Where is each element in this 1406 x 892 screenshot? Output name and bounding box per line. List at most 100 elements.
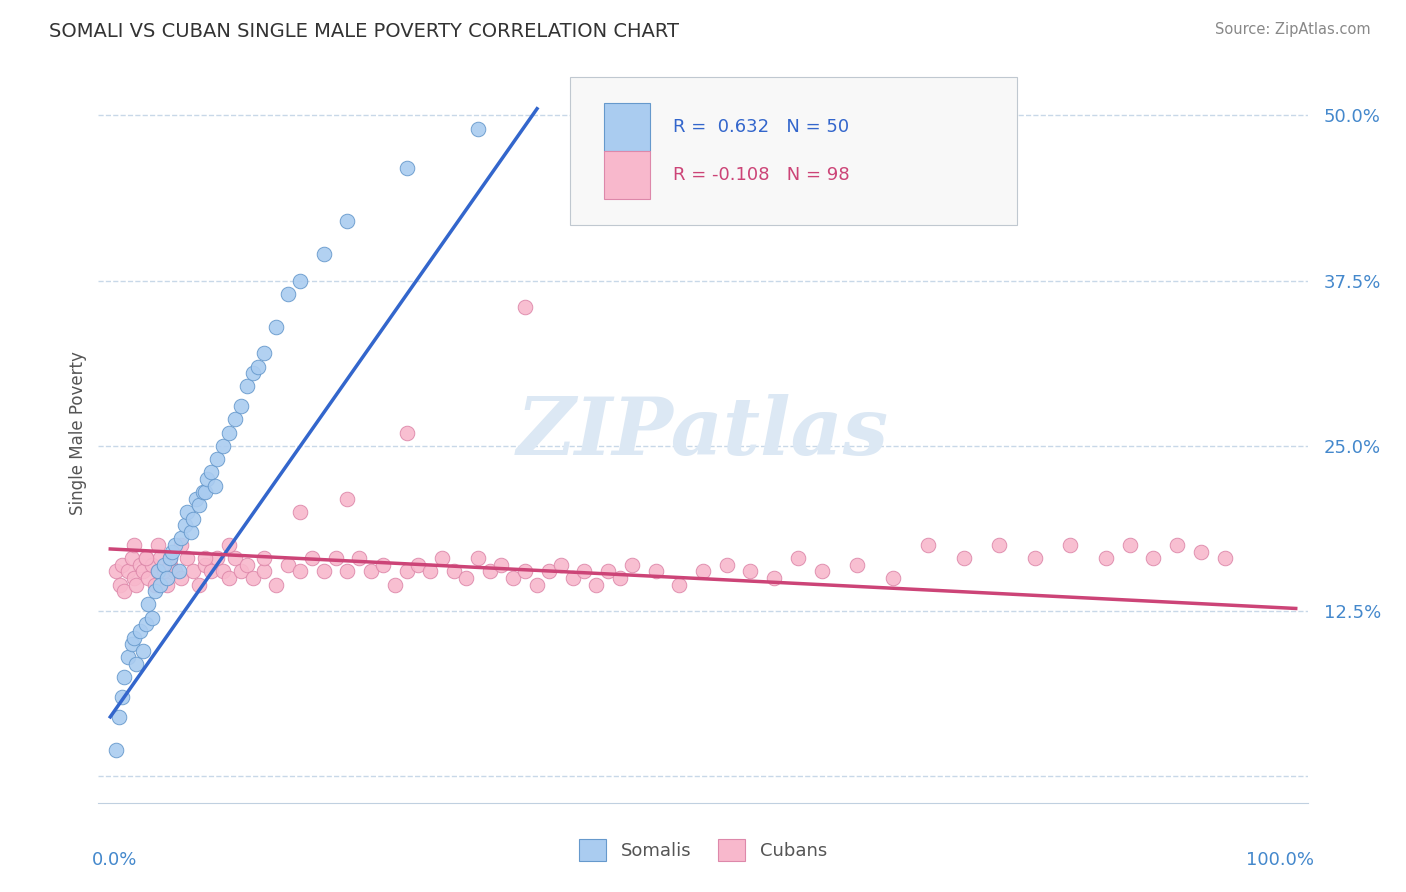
Text: R =  0.632   N = 50: R = 0.632 N = 50 — [673, 119, 849, 136]
Point — [159, 551, 181, 566]
Point — [312, 565, 335, 579]
Text: 100.0%: 100.0% — [1246, 851, 1313, 869]
Point — [371, 558, 394, 572]
Point — [111, 558, 134, 572]
Point — [550, 558, 572, 572]
Point — [277, 558, 299, 572]
Point — [478, 565, 501, 579]
Point — [143, 577, 166, 591]
Point — [146, 565, 169, 579]
Text: R = -0.108   N = 98: R = -0.108 N = 98 — [673, 166, 849, 185]
Point — [105, 565, 128, 579]
Point — [160, 544, 183, 558]
Point — [224, 412, 246, 426]
Point — [467, 551, 489, 566]
Point — [218, 425, 240, 440]
Point — [347, 551, 370, 566]
Point — [200, 565, 222, 579]
Point — [288, 274, 311, 288]
Point — [786, 551, 808, 566]
FancyBboxPatch shape — [569, 78, 1018, 226]
Point — [165, 538, 187, 552]
Point — [224, 551, 246, 566]
Point — [205, 452, 228, 467]
Point — [395, 425, 418, 440]
Point — [167, 565, 190, 579]
Point — [156, 577, 179, 591]
Point — [301, 551, 323, 566]
Point — [277, 286, 299, 301]
Point — [135, 551, 157, 566]
Point — [467, 121, 489, 136]
Point — [191, 485, 214, 500]
Point — [242, 571, 264, 585]
Point — [170, 571, 193, 585]
Point — [395, 161, 418, 176]
Point — [108, 577, 131, 591]
Point — [170, 532, 193, 546]
Point — [432, 551, 454, 566]
Point — [288, 565, 311, 579]
FancyBboxPatch shape — [603, 103, 650, 152]
Point — [200, 465, 222, 479]
Point — [136, 598, 159, 612]
Point — [1189, 544, 1212, 558]
Point — [419, 565, 441, 579]
Point — [184, 491, 207, 506]
Point — [763, 571, 786, 585]
Text: 0.0%: 0.0% — [93, 851, 138, 869]
Point — [121, 637, 143, 651]
Point — [176, 505, 198, 519]
Point — [526, 577, 548, 591]
Point — [197, 472, 219, 486]
Point — [146, 565, 169, 579]
Point — [561, 571, 583, 585]
Text: ZIPatlas: ZIPatlas — [517, 394, 889, 471]
Point — [312, 247, 335, 261]
Point — [235, 379, 257, 393]
Point — [146, 538, 169, 552]
Point — [181, 565, 204, 579]
Point — [125, 577, 148, 591]
Point — [204, 478, 226, 492]
Point — [170, 538, 193, 552]
Point — [1024, 551, 1046, 566]
Point — [121, 551, 143, 566]
Point — [264, 319, 287, 334]
Point — [165, 565, 187, 579]
Point — [443, 565, 465, 579]
Text: Source: ZipAtlas.com: Source: ZipAtlas.com — [1215, 22, 1371, 37]
Point — [122, 631, 145, 645]
Point — [141, 611, 163, 625]
Point — [149, 551, 172, 566]
Point — [620, 558, 643, 572]
Point — [122, 538, 145, 552]
Point — [336, 565, 359, 579]
Point — [384, 577, 406, 591]
Point — [988, 538, 1011, 552]
Legend: Somalis, Cubans: Somalis, Cubans — [572, 831, 834, 868]
Point — [117, 650, 139, 665]
Point — [152, 565, 174, 579]
Point — [515, 300, 537, 314]
Point — [143, 584, 166, 599]
Point — [188, 577, 211, 591]
Point — [129, 624, 152, 638]
Point — [235, 558, 257, 572]
Point — [111, 690, 134, 704]
Point — [264, 577, 287, 591]
Y-axis label: Single Male Poverty: Single Male Poverty — [69, 351, 87, 515]
Point — [502, 571, 524, 585]
Point — [585, 577, 607, 591]
Point — [1166, 538, 1188, 552]
Point — [105, 743, 128, 757]
Point — [149, 577, 172, 591]
Point — [882, 571, 904, 585]
Point — [846, 558, 869, 572]
Point — [174, 518, 197, 533]
Point — [136, 571, 159, 585]
Point — [574, 565, 596, 579]
Point — [242, 366, 264, 380]
Point — [194, 551, 217, 566]
Point — [917, 538, 939, 552]
